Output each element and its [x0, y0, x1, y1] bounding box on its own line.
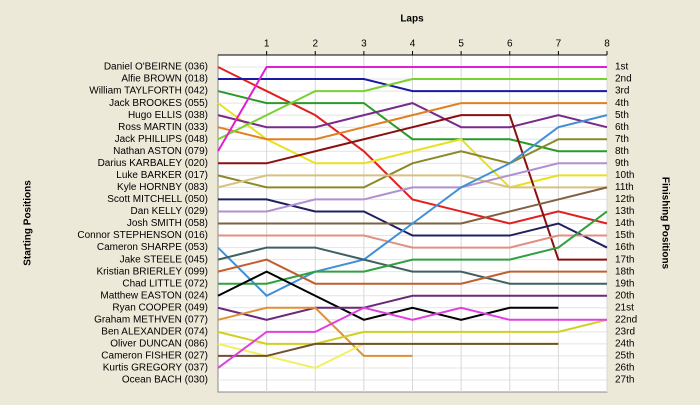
- driver-label: Kristian BRIERLEY (099): [96, 266, 208, 277]
- driver-label: Jack PHILLIPS (048): [115, 134, 208, 145]
- driver-label: Hugo ELLIS (038): [128, 110, 208, 121]
- driver-label: Chad LITTLE (072): [122, 278, 208, 289]
- driver-label: Ryan COOPER (049): [112, 302, 208, 313]
- finish-label: 22nd: [615, 314, 637, 325]
- x-tick-label: 1: [264, 39, 270, 50]
- series-line: [217, 102, 607, 141]
- driver-label: Ben ALEXANDER (074): [101, 326, 208, 337]
- series-line: [217, 306, 607, 369]
- finish-label: 12th: [615, 194, 634, 205]
- finish-label: 23rd: [615, 326, 635, 337]
- series-line: [217, 294, 607, 321]
- x-tick-label: 8: [604, 39, 610, 50]
- x-tick-label: 6: [507, 39, 513, 50]
- series-line: [217, 102, 607, 189]
- series-line: [217, 66, 608, 225]
- finish-label: 25th: [615, 351, 634, 362]
- finish-label: 4th: [615, 98, 629, 109]
- series-line: [218, 342, 559, 357]
- finish-label: 24th: [615, 339, 634, 350]
- driver-label: Kurtis GREGORY (037): [103, 363, 208, 374]
- driver-label: William TAYLFORTH (042): [89, 86, 208, 97]
- finish-label: 18th: [615, 266, 634, 277]
- finish-label: 21st: [615, 302, 634, 313]
- finish-label: 7th: [615, 134, 629, 145]
- driver-label: Jack BROOKES (055): [109, 98, 208, 109]
- finish-label: 26th: [615, 363, 634, 374]
- driver-label: Alfie BROWN (018): [121, 74, 208, 85]
- finish-label: 19th: [615, 278, 634, 289]
- x-tick-label: 7: [556, 39, 562, 50]
- finish-label: 16th: [615, 242, 634, 253]
- series-line: [217, 258, 607, 285]
- finish-label: 15th: [615, 230, 634, 241]
- driver-label: Dan KELLY (029): [131, 206, 208, 217]
- x-tick-label: 2: [312, 39, 318, 50]
- series-line: [218, 162, 607, 213]
- finish-label: 13th: [615, 206, 634, 217]
- finish-label: 11th: [615, 182, 634, 193]
- driver-label: Cameron FISHER (027): [101, 351, 208, 362]
- x-tick-label: 3: [361, 39, 367, 50]
- finish-label: 17th: [615, 254, 634, 265]
- series-line: [217, 174, 607, 189]
- driver-label: Kyle HORNBY (083): [117, 182, 208, 193]
- series-line: [218, 234, 607, 249]
- series-line: [217, 102, 608, 129]
- x-tick-label: 4: [410, 39, 416, 50]
- series-line: [218, 198, 608, 249]
- finish-label: 2nd: [615, 74, 632, 85]
- finish-label: 20th: [615, 290, 634, 301]
- finish-label: 1st: [615, 62, 629, 73]
- chart-title: Laps: [400, 14, 424, 25]
- finish-label: 6th: [615, 122, 629, 133]
- series-line: [217, 246, 607, 285]
- finish-label: 5th: [615, 110, 629, 121]
- driver-label: Ross MARTIN (033): [118, 122, 208, 133]
- driver-label: Luke BARKER (017): [116, 170, 208, 181]
- series-line: [217, 318, 608, 345]
- series-line: [217, 66, 607, 152]
- driver-label: Nathan ASTON (079): [113, 146, 208, 157]
- series-line: [218, 114, 607, 261]
- finish-label: 8th: [615, 146, 629, 157]
- driver-label: Daniel O'BEIRNE (036): [104, 62, 208, 73]
- driver-label: Scott MITCHELL (050): [107, 194, 208, 205]
- series-line: [217, 306, 413, 357]
- finish-label: 3rd: [615, 86, 629, 97]
- series-line: [218, 78, 607, 93]
- series-line: [217, 78, 607, 141]
- finish-label: 10th: [615, 170, 634, 181]
- y-axis-label: Starting Positions: [23, 180, 34, 266]
- driver-label: Oliver DUNCAN (086): [110, 339, 208, 350]
- driver-label: Darius KARBALEY (020): [98, 158, 208, 169]
- driver-label: Connor STEPHENSON (016): [77, 230, 208, 241]
- driver-label: Ocean BACH (030): [122, 375, 208, 386]
- finish-label: 27th: [615, 375, 634, 386]
- driver-label: Josh SMITH (058): [127, 218, 208, 229]
- series-line: [217, 114, 608, 297]
- driver-label: Jake STEELE (045): [120, 254, 208, 265]
- x-tick-label: 5: [458, 39, 464, 50]
- driver-label: Graham METHVEN (077): [94, 314, 208, 325]
- driver-label: Matthew EASTON (024): [100, 290, 208, 301]
- finish-label: 9th: [615, 158, 629, 169]
- series-line: [217, 138, 607, 189]
- y2-axis-label: Finishing Positions: [659, 177, 670, 270]
- finish-label: 14th: [615, 218, 634, 229]
- driver-label: Cameron SHARPE (053): [97, 242, 208, 253]
